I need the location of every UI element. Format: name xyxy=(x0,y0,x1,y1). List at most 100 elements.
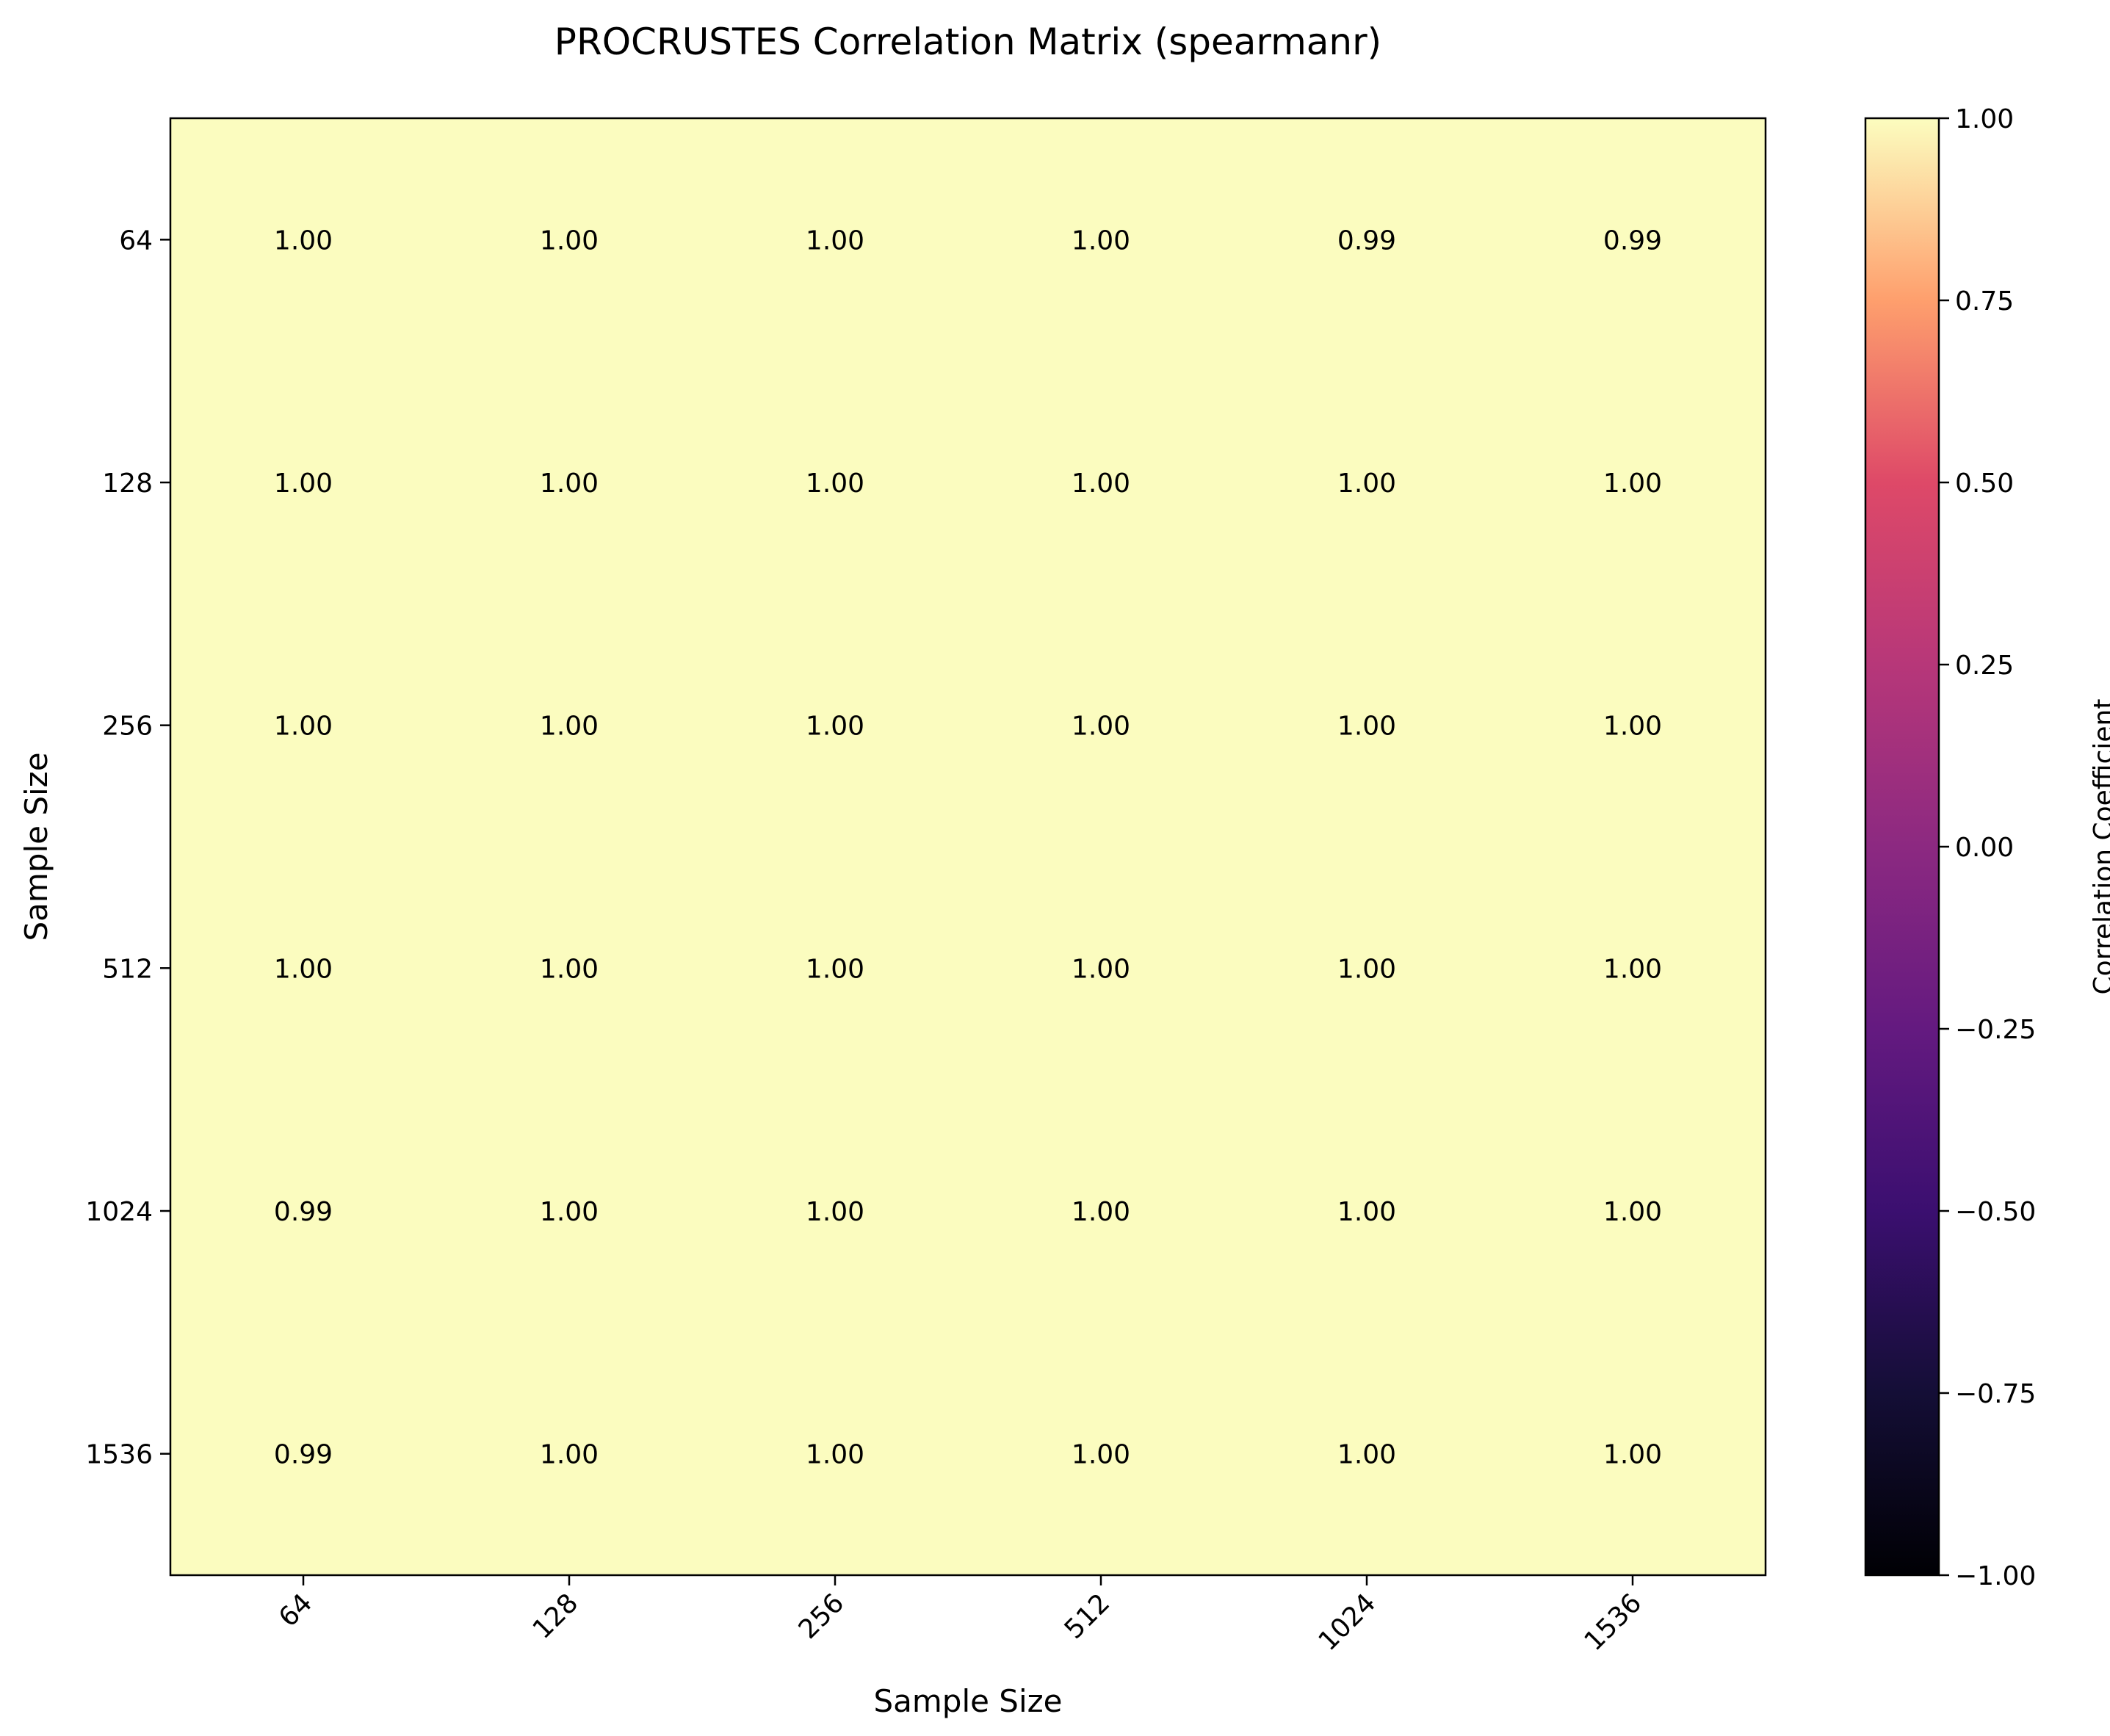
cell-value-label: 1.00 xyxy=(806,954,864,984)
x-tick-label: 1536 xyxy=(1579,1588,1648,1657)
heatmap-cell xyxy=(1500,604,1766,847)
cell-value-label: 0.99 xyxy=(1337,225,1396,256)
heatmap-cell xyxy=(702,1089,969,1333)
heatmap-cell xyxy=(1234,604,1500,847)
x-axis-label: Sample Size xyxy=(873,1683,1062,1719)
x-tick-label: 1024 xyxy=(1313,1588,1382,1657)
heatmap-cell xyxy=(968,604,1235,847)
cell-value-label: 0.99 xyxy=(274,1440,333,1470)
heatmap-cell xyxy=(1234,361,1500,604)
heatmap-cell xyxy=(1234,118,1500,362)
heatmap-cell xyxy=(968,361,1235,604)
y-axis-label: Sample Size xyxy=(18,752,54,941)
cell-value-label: 1.00 xyxy=(540,712,599,742)
cell-value-label: 1.00 xyxy=(1603,954,1662,984)
heatmap-cell xyxy=(1500,118,1766,362)
heatmap-cell xyxy=(968,1089,1235,1333)
x-axis-ticks: 64 128 256 512 1024 1536 xyxy=(273,1575,1647,1657)
x-tick-label: 512 xyxy=(1059,1588,1116,1645)
cell-value-label: 1.00 xyxy=(540,954,599,984)
heatmap-cells xyxy=(170,118,1766,1576)
colorbar-tick-label: −1.00 xyxy=(1955,1561,2036,1591)
heatmap-cell xyxy=(968,1332,1235,1576)
heatmap-cell xyxy=(436,118,703,362)
cell-value-label: 1.00 xyxy=(1072,1197,1130,1227)
cell-value-label: 1.00 xyxy=(274,954,333,984)
cell-value-label: 1.00 xyxy=(1337,712,1396,742)
colorbar-label: Correlation Coefficient xyxy=(2089,699,2110,995)
colorbar xyxy=(1864,117,1940,1577)
y-axis-ticks: 64 128 256 512 1024 1536 xyxy=(85,225,170,1470)
y-tick-label: 512 xyxy=(102,954,153,984)
heatmap-cell xyxy=(436,1332,703,1576)
cell-value-label: 1.00 xyxy=(540,225,599,256)
heatmap-cell xyxy=(968,118,1235,362)
heatmap-cell xyxy=(1500,361,1766,604)
cell-value-label: 1.00 xyxy=(806,225,864,256)
heatmap-cell xyxy=(170,118,437,362)
cell-value-label: 1.00 xyxy=(1337,469,1396,499)
colorbar-tick-label: 0.50 xyxy=(1955,469,2014,499)
x-tick-label: 128 xyxy=(527,1588,585,1645)
heatmap-cell xyxy=(170,361,437,604)
heatmap-cell xyxy=(1234,1332,1500,1576)
heatmap-cell xyxy=(702,604,969,847)
colorbar-tick-label: −0.75 xyxy=(1955,1379,2036,1409)
heatmap-cell xyxy=(436,361,703,604)
heatmap-cell xyxy=(702,847,969,1091)
y-tick-label: 256 xyxy=(102,712,153,742)
y-tick-label: 1536 xyxy=(85,1440,153,1470)
heatmap-cell xyxy=(702,1332,969,1576)
cell-value-label: 1.00 xyxy=(806,1197,864,1227)
cell-value-label: 1.00 xyxy=(1337,1440,1396,1470)
x-tick-label: 256 xyxy=(793,1588,850,1645)
heatmap-cell xyxy=(702,361,969,604)
colorbar-tick-label: 0.25 xyxy=(1955,651,2014,681)
x-tick-label: 64 xyxy=(273,1588,318,1632)
heatmap-cell xyxy=(1500,1332,1766,1576)
cell-value-label: 0.99 xyxy=(274,1197,333,1227)
cell-value-label: 1.00 xyxy=(1603,712,1662,742)
colorbar-ticks: 1.00 0.75 0.50 0.25 0.00 −0.25 −0.50 −0.75 −1.00 xyxy=(1939,104,2036,1591)
cell-value-label: 1.00 xyxy=(1603,469,1662,499)
heatmap-cell xyxy=(702,118,969,362)
cell-value-label: 1.00 xyxy=(274,712,333,742)
cell-value-label: 1.00 xyxy=(1072,954,1130,984)
cell-value-label: 1.00 xyxy=(806,1440,864,1470)
cell-value-label: 1.00 xyxy=(1072,469,1130,499)
colorbar-tick-label: −0.50 xyxy=(1955,1197,2036,1227)
heatmap-cell xyxy=(436,1089,703,1333)
cell-value-label: 1.00 xyxy=(1603,1440,1662,1470)
colorbar-tick-label: 1.00 xyxy=(1955,104,2014,134)
cell-value-label: 1.00 xyxy=(1072,225,1130,256)
cell-value-label: 1.00 xyxy=(806,712,864,742)
plot-frame xyxy=(169,117,1767,1577)
heatmap-cell xyxy=(170,847,437,1091)
cell-value-label: 1.00 xyxy=(1072,1440,1130,1470)
y-tick-label: 64 xyxy=(119,225,153,256)
cell-value-label: 1.00 xyxy=(540,1440,599,1470)
cell-value-label: 1.00 xyxy=(1337,954,1396,984)
cell-value-label: 1.00 xyxy=(1337,1197,1396,1227)
heatmap-cell xyxy=(1500,847,1766,1091)
heatmap-cell xyxy=(170,604,437,847)
cell-value-label: 1.00 xyxy=(540,469,599,499)
cell-value-label: 1.00 xyxy=(274,469,333,499)
cell-value-label: 0.99 xyxy=(1603,225,1662,256)
cell-value-label: 1.00 xyxy=(274,225,333,256)
chart-title: PROCRUSTES Correlation Matrix (spearmanr… xyxy=(554,21,1381,63)
cell-value-label: 1.00 xyxy=(806,469,864,499)
cell-value-label: 1.00 xyxy=(1072,712,1130,742)
heatmap-cell xyxy=(1500,1089,1766,1333)
heatmap-cell xyxy=(968,847,1235,1091)
heatmap-cell xyxy=(1234,847,1500,1091)
colorbar-tick-label: −0.25 xyxy=(1955,1015,2036,1045)
heatmap-cell-labels: 1.00 1.00 1.00 1.00 0.99 0.99 1.00 1.00 1.00 1.00… xyxy=(274,225,1662,1469)
heatmap-cell xyxy=(1234,1089,1500,1333)
heatmap-cell xyxy=(170,1332,437,1576)
heatmap-cell xyxy=(170,1089,437,1333)
y-tick-label: 1024 xyxy=(85,1197,153,1227)
cell-value-label: 1.00 xyxy=(1603,1197,1662,1227)
heatmap-cell xyxy=(436,604,703,847)
